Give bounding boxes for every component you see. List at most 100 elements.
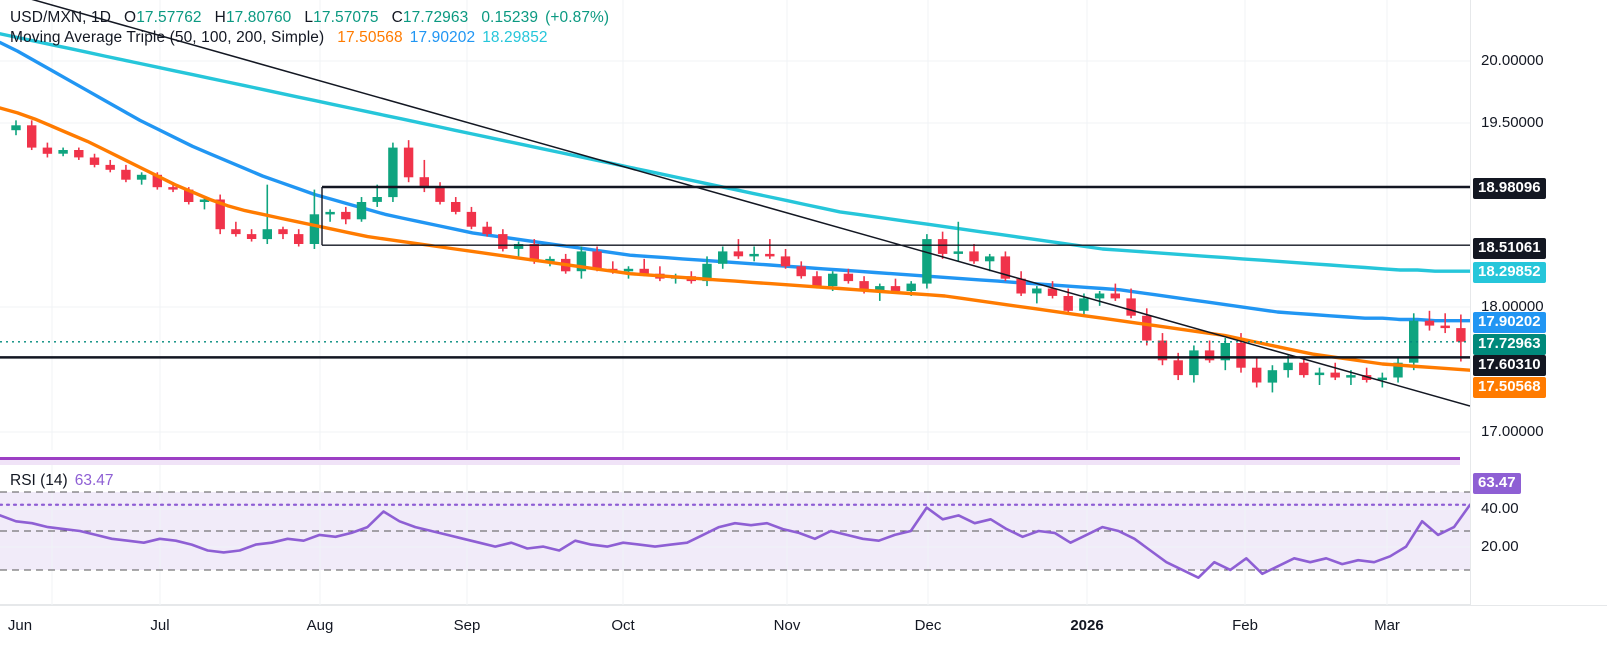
candle-body bbox=[372, 197, 382, 202]
candle-body bbox=[749, 253, 759, 257]
candle-body bbox=[1361, 375, 1372, 380]
candle-body bbox=[1346, 375, 1356, 378]
candle-body bbox=[74, 150, 84, 158]
ma100-value[interactable]: 17.90202 bbox=[1473, 312, 1546, 333]
ma50-line bbox=[0, 106, 1470, 372]
candle-body bbox=[513, 244, 524, 249]
candle-body bbox=[199, 199, 210, 202]
candle-body bbox=[1236, 343, 1246, 368]
candle-body bbox=[985, 256, 995, 262]
candle-body bbox=[1330, 372, 1340, 378]
rsi-value-badge[interactable]: 63.47 bbox=[1473, 473, 1521, 494]
candle-body bbox=[812, 276, 822, 287]
rsi-tick-label: 40.00 bbox=[1481, 500, 1519, 517]
time-axis-label: Feb bbox=[1232, 617, 1258, 634]
last-price[interactable]: 17.72963 bbox=[1473, 334, 1546, 355]
time-axis-label: Nov bbox=[773, 617, 801, 634]
rsi-chart-pane[interactable]: RSI (14) 63.47 bbox=[0, 457, 1470, 605]
time-axis-label: Dec bbox=[914, 617, 942, 634]
candle-body bbox=[451, 202, 461, 212]
pane-separator bbox=[0, 604, 1470, 605]
candle-body bbox=[356, 202, 367, 220]
candle-body bbox=[718, 251, 728, 264]
candle-body bbox=[1016, 278, 1026, 294]
candle-body bbox=[890, 286, 901, 291]
price-tick-label: 17.00000 bbox=[1481, 423, 1544, 440]
candle-body bbox=[1189, 350, 1199, 376]
ma200-value[interactable]: 18.29852 bbox=[1473, 262, 1546, 283]
candle-body bbox=[231, 229, 241, 235]
candle-body bbox=[875, 286, 885, 291]
candle-body bbox=[42, 147, 53, 154]
price-tick-label: 20.00000 bbox=[1481, 52, 1544, 69]
candle-body bbox=[388, 147, 398, 198]
support-level[interactable]: 17.60310 bbox=[1473, 355, 1546, 376]
candle-body bbox=[262, 229, 272, 240]
price-tick-label: 19.50000 bbox=[1481, 114, 1544, 131]
candle-body bbox=[309, 214, 320, 244]
candle-body bbox=[294, 234, 304, 244]
candle-body bbox=[780, 256, 791, 267]
candle-body bbox=[1456, 328, 1466, 342]
candle-body bbox=[246, 234, 257, 239]
candle-body bbox=[105, 164, 115, 170]
candle-body bbox=[1267, 370, 1278, 383]
candle-body bbox=[859, 281, 869, 291]
resistance-level-2[interactable]: 18.51061 bbox=[1473, 238, 1546, 259]
candle-body bbox=[482, 226, 492, 235]
rsi-legend-label[interactable]: RSI (14) bbox=[10, 472, 68, 489]
candle-body bbox=[1142, 315, 1152, 341]
downtrend-line[interactable] bbox=[20, 0, 1470, 407]
candle-body bbox=[529, 244, 539, 262]
candle-body bbox=[639, 268, 649, 274]
candle-body bbox=[1094, 293, 1105, 299]
candle-body bbox=[576, 251, 587, 272]
candle-body bbox=[435, 187, 445, 202]
candle-body bbox=[1252, 367, 1262, 383]
rsi-legend-value: 63.47 bbox=[74, 472, 114, 489]
candle-body bbox=[403, 147, 414, 178]
candle-body bbox=[184, 189, 194, 202]
rsi-top-marker-fill bbox=[0, 460, 1460, 465]
price-tick-label: 18.00000 bbox=[1481, 298, 1544, 315]
ma200-line bbox=[0, 32, 1470, 273]
candle-body bbox=[27, 125, 37, 148]
resistance-level-1[interactable]: 18.98096 bbox=[1473, 178, 1546, 199]
candle-body bbox=[1110, 293, 1120, 299]
candle-body bbox=[545, 258, 555, 262]
candle-body bbox=[1220, 343, 1230, 361]
candle-body bbox=[937, 239, 948, 254]
candle-body bbox=[1424, 320, 1435, 326]
candle-body bbox=[11, 125, 21, 131]
rsi-tick-label: 20.00 bbox=[1481, 538, 1519, 555]
candle-body bbox=[843, 273, 854, 282]
candle-body bbox=[278, 229, 288, 235]
candle-body bbox=[623, 268, 634, 272]
candle-body bbox=[1126, 298, 1136, 316]
candle-body bbox=[419, 177, 429, 188]
rsi-line bbox=[0, 503, 1470, 579]
time-axis[interactable]: Jun Jul Aug Sep Oct Nov Dec 2026 Feb Mar bbox=[0, 605, 1607, 651]
candle-body bbox=[89, 157, 100, 165]
ma100-line bbox=[0, 40, 1470, 323]
price-axis[interactable]: 20.00000 19.50000 18.00000 17.00000 18.98096… bbox=[1470, 0, 1607, 605]
candle-body bbox=[1204, 350, 1215, 361]
price-chart-pane[interactable] bbox=[0, 0, 1470, 450]
candle-body bbox=[325, 211, 335, 215]
candle-body bbox=[121, 169, 131, 180]
candle-body bbox=[1409, 320, 1419, 363]
candle-body bbox=[796, 266, 806, 277]
candle-body bbox=[953, 251, 963, 254]
candle-body bbox=[702, 263, 712, 282]
time-axis-label: Aug bbox=[306, 617, 334, 634]
candle-body bbox=[1314, 372, 1325, 376]
time-axis-label: Jul bbox=[150, 617, 170, 634]
candle-body bbox=[1079, 298, 1089, 311]
candle-body bbox=[1173, 360, 1183, 376]
candle-body bbox=[152, 174, 162, 188]
candle-body bbox=[733, 251, 744, 257]
ma50-value[interactable]: 17.50568 bbox=[1473, 377, 1546, 398]
time-axis-label: Jun bbox=[7, 617, 33, 634]
candle-body bbox=[906, 283, 916, 291]
